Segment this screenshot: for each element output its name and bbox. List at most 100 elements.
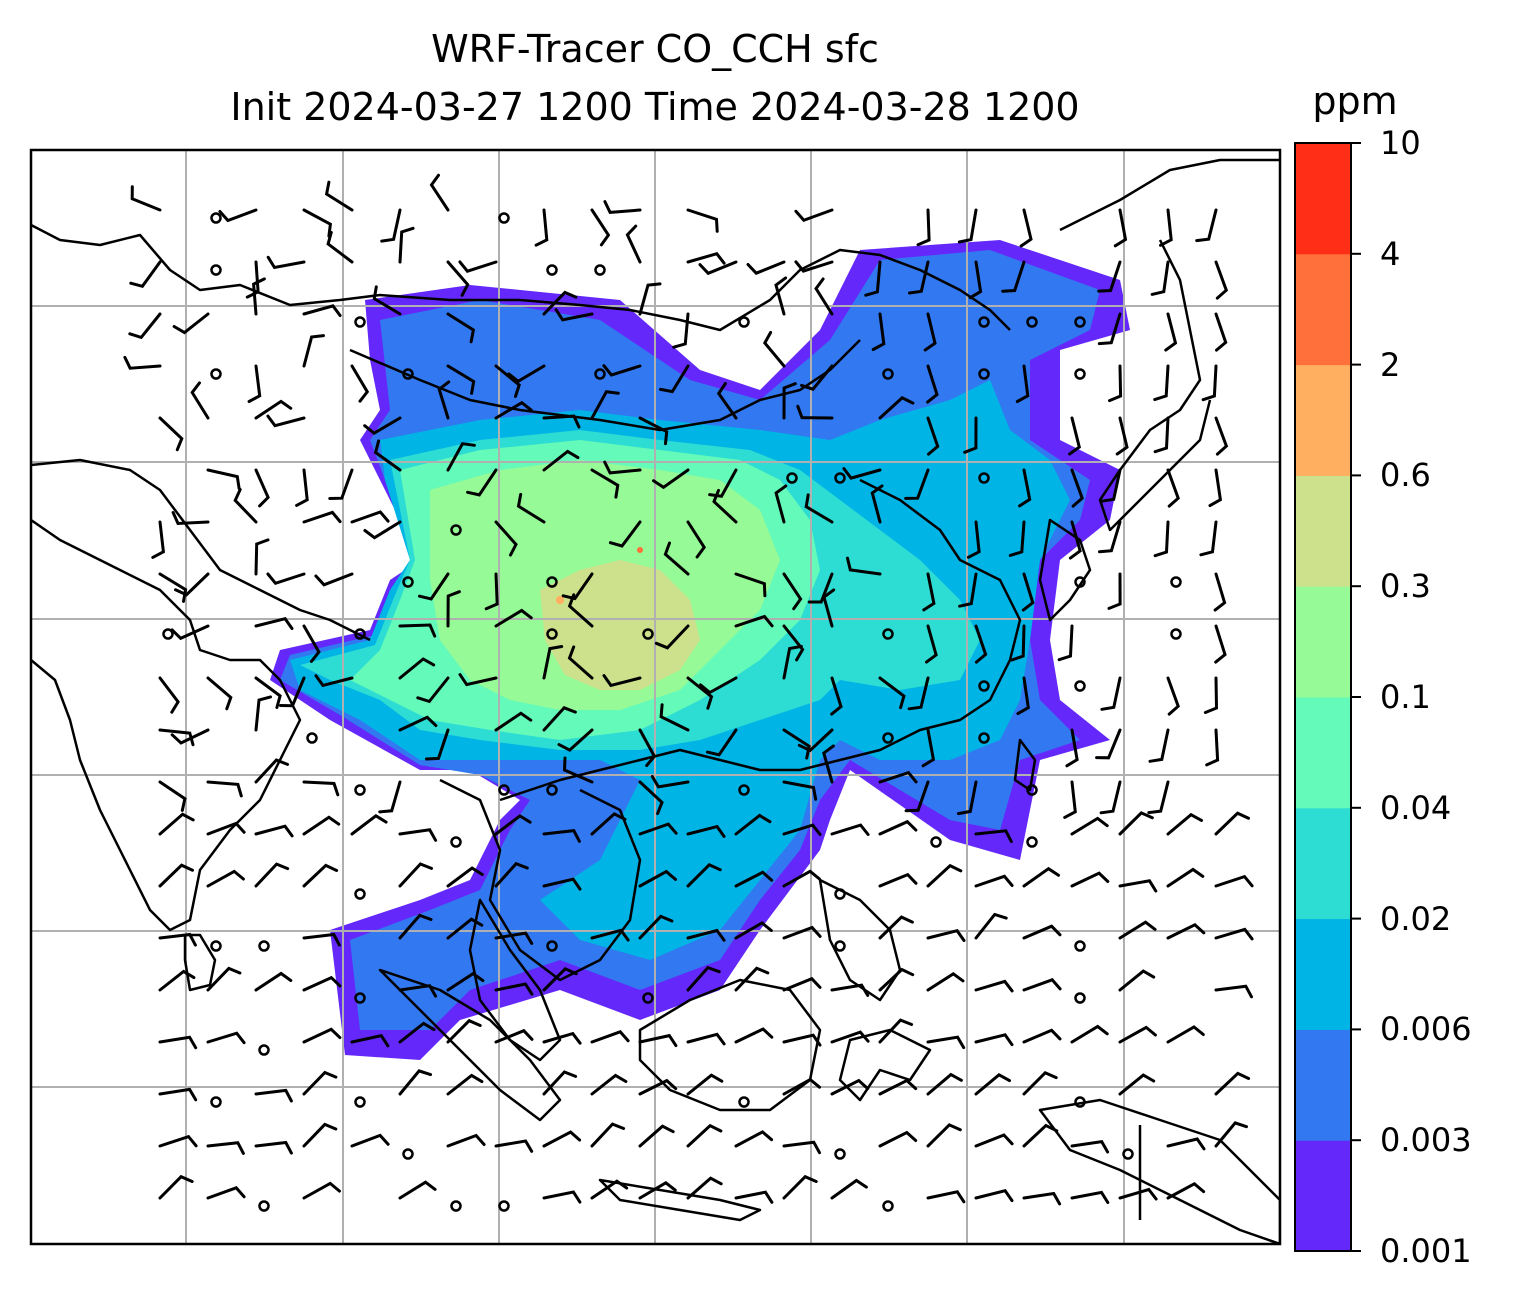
colorbar-tick-label: 0.006	[1380, 1010, 1472, 1049]
calm-wind-marker	[1074, 940, 1086, 952]
colorbar-segment	[1295, 475, 1351, 587]
wind-barb	[878, 1130, 918, 1148]
wind-barb	[830, 983, 870, 997]
wind-barb	[206, 1141, 245, 1155]
wind-barb	[398, 1021, 436, 1044]
wind-barb	[638, 1078, 678, 1096]
wind-barb	[1118, 1187, 1158, 1201]
wind-barb	[921, 728, 936, 768]
wind-barb	[302, 780, 340, 797]
wind-barb	[542, 290, 578, 316]
wind-barb	[350, 1034, 390, 1048]
wind-barb	[686, 824, 726, 838]
wind-barb	[1001, 260, 1026, 293]
wind-barb	[1016, 676, 1030, 716]
wind-barb	[602, 674, 642, 688]
wind-barb	[380, 208, 402, 243]
wind-barb	[782, 728, 811, 760]
wind-barb	[782, 1033, 822, 1047]
wind-barb	[494, 608, 533, 628]
wind-barb	[458, 260, 498, 273]
wind-barb	[1166, 923, 1206, 940]
wind-barb	[350, 364, 370, 403]
calm-wind-marker	[354, 784, 366, 796]
calm-wind-marker	[546, 940, 558, 952]
wind-barb	[686, 1073, 724, 1096]
coastline-kamchatka-russia	[1059, 158, 1280, 232]
wind-barb	[1100, 468, 1122, 503]
calm-wind-marker	[594, 368, 606, 380]
wind-barb	[494, 982, 534, 996]
coastline-india	[31, 518, 302, 932]
wind-barb	[590, 468, 620, 499]
wind-barb	[926, 1072, 963, 1096]
calm-wind-marker	[1026, 316, 1038, 328]
calm-wind-marker	[834, 940, 846, 952]
wind-barb	[686, 1123, 723, 1148]
calm-wind-marker	[162, 628, 174, 640]
colorbar	[1294, 142, 1361, 1252]
calm-wind-marker	[354, 628, 366, 640]
wind-barb	[314, 674, 354, 688]
wind-barb	[1065, 728, 1079, 768]
wind-barb	[206, 1031, 246, 1045]
calm-wind-marker	[1074, 992, 1086, 1004]
wind-barb	[158, 812, 195, 836]
wind-barb	[363, 520, 402, 540]
wind-barb	[302, 208, 333, 238]
wind-barb	[782, 382, 797, 420]
wind-barb	[151, 520, 166, 559]
calm-wind-marker	[402, 1148, 414, 1160]
wind-barb	[466, 468, 498, 497]
wind-barb	[350, 510, 390, 524]
wind-barb	[956, 780, 978, 816]
calm-wind-marker	[1170, 628, 1182, 640]
wind-barb	[542, 967, 578, 992]
wind-barb	[1214, 416, 1229, 456]
wind-barb	[590, 812, 627, 836]
wind-barb	[782, 1174, 818, 1200]
wind-barb	[254, 971, 293, 992]
wind-barb	[672, 312, 690, 349]
wind-barb	[782, 1140, 821, 1155]
wind-barbs	[123, 173, 1254, 1212]
wind-barb	[1118, 969, 1156, 992]
wind-barb	[712, 488, 738, 524]
wind-barb	[638, 416, 669, 446]
wind-barb	[398, 984, 438, 998]
wind-barb	[302, 975, 342, 992]
wind-barb	[254, 862, 290, 888]
wind-barb	[734, 572, 767, 598]
calm-wind-marker	[834, 1148, 846, 1160]
wind-barb	[1115, 416, 1129, 456]
wind-barb	[638, 822, 678, 836]
wind-barb	[561, 572, 594, 601]
calm-wind-marker	[738, 784, 750, 796]
wind-barb	[254, 1088, 293, 1103]
wind-barb	[254, 616, 294, 630]
wind-barb	[1205, 728, 1220, 767]
wind-barb	[302, 1181, 341, 1200]
wind-barb	[1166, 676, 1180, 716]
wind-barb	[926, 971, 965, 992]
wind-barb	[174, 572, 210, 597]
wind-barb	[830, 823, 870, 836]
calm-wind-marker	[258, 940, 270, 952]
wind-barb	[590, 390, 620, 420]
wind-barb	[557, 728, 594, 752]
wind-barb	[590, 928, 630, 942]
wind-barb	[494, 1028, 534, 1044]
coastline-indochina	[439, 778, 642, 982]
wind-barb	[904, 780, 930, 813]
wind-barb	[1166, 1137, 1206, 1151]
colorbar-unit-label: ppm	[1312, 79, 1398, 123]
wind-barb	[158, 1087, 198, 1102]
wind-barb	[458, 673, 498, 687]
calm-wind-marker	[978, 316, 990, 328]
calm-wind-marker	[546, 628, 558, 640]
wind-barb	[916, 208, 931, 247]
colorbar-segment	[1295, 697, 1351, 809]
wind-barb	[926, 863, 963, 888]
wind-barb	[302, 1122, 338, 1148]
wind-barb	[1070, 1139, 1110, 1154]
